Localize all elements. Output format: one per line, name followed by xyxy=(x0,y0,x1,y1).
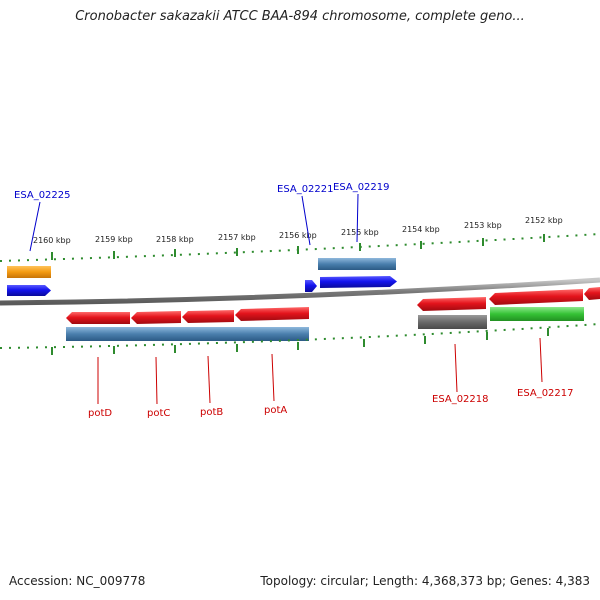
label-leader-line xyxy=(155,356,158,405)
gene-potc-arrow[interactable] xyxy=(131,311,181,324)
scale-tick-label: 2152 kbp xyxy=(525,216,563,225)
gene-esa-02225-block[interactable] xyxy=(7,266,51,278)
reverse-labels: potD potC potB potA ESA_02218 ESA_02217 xyxy=(88,337,574,419)
label-leader-line xyxy=(207,355,211,404)
gene-label-pota[interactable]: potA xyxy=(264,405,287,416)
gene-potd-arrow[interactable] xyxy=(66,312,130,324)
gene-pota-arrow[interactable] xyxy=(235,307,309,321)
gene-label-potc[interactable]: potC xyxy=(147,408,170,419)
scale-tick-label: 2158 kbp xyxy=(156,235,194,244)
gene-esa-02221-cds[interactable] xyxy=(318,258,396,270)
scale-tick-label: 2156 kbp xyxy=(279,231,317,240)
gene-esa-02225-arrow[interactable] xyxy=(7,285,51,296)
gene-esa-02217-arrow[interactable] xyxy=(489,289,583,305)
gene-esa-02218-cds[interactable] xyxy=(418,315,487,329)
scale-tick-label: 2153 kbp xyxy=(464,221,502,230)
gene-esa-02219-arrow[interactable] xyxy=(320,276,397,288)
scale-tick-label: 2155 kbp xyxy=(341,228,379,237)
forward-labels: ESA_02225 ESA_02221 ESA_02219 xyxy=(14,182,390,252)
gene-label-esa-02217[interactable]: ESA_02217 xyxy=(517,388,574,399)
label-leader-line xyxy=(356,193,359,243)
scale-tick-label: 2157 kbp xyxy=(218,233,256,242)
gene-label-esa-02218[interactable]: ESA_02218 xyxy=(432,394,489,405)
reverse-strand-features xyxy=(66,287,600,341)
gene-label-potb[interactable]: potB xyxy=(200,407,223,418)
accession-text: Accession: NC_009778 xyxy=(9,574,146,588)
gene-esa-02218-arrow[interactable] xyxy=(417,297,486,311)
scale-tick-label: 2159 kbp xyxy=(95,235,133,244)
forward-strand-features xyxy=(7,258,397,296)
map-title: Cronobacter sakazakii ATCC BAA-894 chrom… xyxy=(75,9,525,24)
scale-tick-label: 2160 kbp xyxy=(33,236,71,245)
gene-label-potd[interactable]: potD xyxy=(88,408,112,419)
genome-summary-text: Topology: circular; Length: 4,368,373 bp… xyxy=(260,574,590,588)
gene-next-arrow[interactable] xyxy=(584,287,600,300)
label-leader-line xyxy=(29,201,41,252)
top-scale: 2160 kbp 2159 kbp 2158 kbp 2157 kbp 2156… xyxy=(0,216,600,262)
gene-esa-02217-cds[interactable] xyxy=(490,307,584,321)
label-leader-line xyxy=(271,353,275,402)
gene-label-esa-02221[interactable]: ESA_02221 xyxy=(277,184,334,195)
label-leader-line xyxy=(454,343,458,393)
gene-label-esa-02225[interactable]: ESA_02225 xyxy=(14,190,71,201)
genome-backbone xyxy=(0,277,600,306)
gene-esa-02221-arrow[interactable] xyxy=(305,280,317,292)
bottom-scale xyxy=(0,323,600,355)
label-leader-line xyxy=(301,195,311,246)
label-leader-line xyxy=(539,337,543,383)
gene-potb-arrow[interactable] xyxy=(182,310,234,323)
gene-label-esa-02219[interactable]: ESA_02219 xyxy=(333,182,390,193)
scale-tick-label: 2154 kbp xyxy=(402,225,440,234)
pot-operon-cds[interactable] xyxy=(66,327,309,341)
